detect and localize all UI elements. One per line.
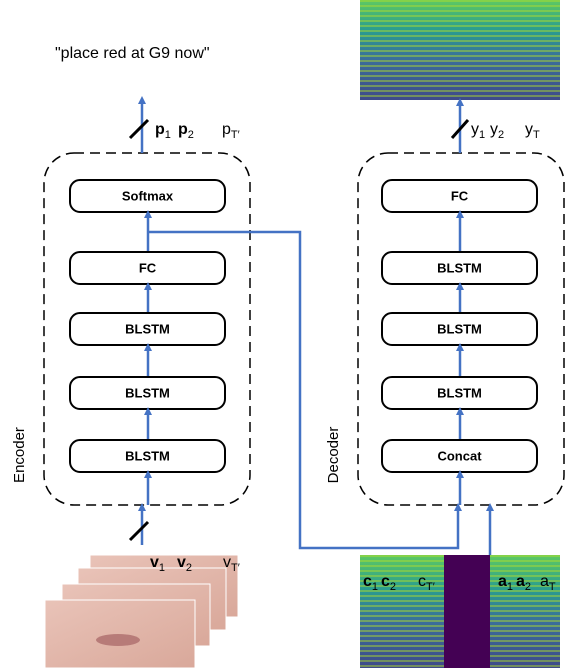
symbol: y bbox=[490, 121, 498, 138]
block-label: BLSTM bbox=[437, 260, 482, 275]
symbol: a bbox=[540, 573, 549, 590]
block-label: BLSTM bbox=[437, 321, 482, 336]
symbol: y bbox=[525, 121, 533, 138]
sequence-label: a1 bbox=[498, 573, 513, 593]
sequence-label: c1 bbox=[363, 573, 378, 593]
sequence-label: p2 bbox=[178, 121, 194, 141]
subscript: 2 bbox=[390, 581, 396, 593]
block-label: FC bbox=[451, 188, 469, 203]
sequence-label: yT bbox=[525, 121, 540, 141]
symbol: y bbox=[471, 121, 479, 138]
symbol: a bbox=[498, 573, 507, 590]
sequence-label: y1 bbox=[471, 121, 485, 141]
encoder-frame bbox=[43, 152, 251, 506]
block-label: BLSTM bbox=[437, 385, 482, 400]
symbol: c bbox=[418, 573, 426, 590]
symbol: v bbox=[223, 554, 231, 571]
subscript: 2 bbox=[525, 581, 531, 593]
sequence-label: a2 bbox=[516, 573, 531, 593]
sequence-label: c2 bbox=[381, 573, 396, 593]
output-spectrogram bbox=[360, 0, 560, 100]
sequence-label: cT′ bbox=[418, 573, 435, 593]
symbol: v bbox=[150, 554, 159, 571]
sequence-label: p1 bbox=[155, 121, 171, 141]
block-label: BLSTM bbox=[125, 385, 170, 400]
subscript: T′ bbox=[426, 581, 435, 593]
subscript: T′ bbox=[231, 562, 240, 574]
subscript: T bbox=[533, 129, 540, 141]
subscript: 1 bbox=[159, 562, 165, 574]
subscript: 2 bbox=[188, 129, 194, 141]
block-label: BLSTM bbox=[125, 448, 170, 463]
input-spectrogram bbox=[360, 555, 560, 668]
decoder-label: Decoder bbox=[325, 427, 342, 484]
symbol: p bbox=[178, 121, 188, 138]
sequence-label: vT′ bbox=[223, 554, 240, 574]
subscript: 2 bbox=[498, 129, 504, 141]
block-label: FC bbox=[139, 260, 157, 275]
subscript: T bbox=[549, 581, 556, 593]
block-label: Concat bbox=[437, 448, 482, 463]
symbol: p bbox=[155, 121, 165, 138]
subscript: 2 bbox=[186, 562, 192, 574]
symbol: v bbox=[177, 554, 186, 571]
sequence-label: v2 bbox=[177, 554, 192, 574]
subscript: 1 bbox=[507, 581, 513, 593]
sequence-label: pT′ bbox=[222, 121, 240, 141]
video-frames bbox=[44, 554, 239, 668]
symbol: p bbox=[222, 121, 231, 138]
block-label: Softmax bbox=[122, 188, 174, 203]
subscript: 1 bbox=[479, 129, 485, 141]
caption: "place red at G9 now" bbox=[55, 45, 210, 62]
block-label: BLSTM bbox=[125, 321, 170, 336]
sequence-label: aT bbox=[540, 573, 556, 593]
subscript: T′ bbox=[231, 129, 240, 141]
sequence-label: v1 bbox=[150, 554, 165, 574]
subscript: 1 bbox=[372, 581, 378, 593]
symbol: a bbox=[516, 573, 525, 590]
symbol: c bbox=[381, 573, 390, 590]
sequence-label: y2 bbox=[490, 121, 504, 141]
subscript: 1 bbox=[165, 129, 171, 141]
symbol: c bbox=[363, 573, 372, 590]
encoder-label: Encoder bbox=[11, 427, 28, 483]
